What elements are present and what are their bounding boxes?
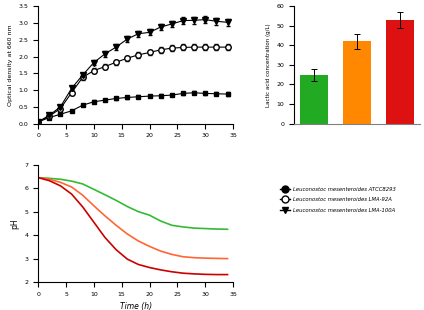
- Y-axis label: Optical density at 660 nm: Optical density at 660 nm: [8, 24, 13, 106]
- Bar: [386, 20, 414, 124]
- Y-axis label: pH: pH: [10, 218, 19, 229]
- Legend: Leuconostoc mesenteroides ATCC8293, Leuconostoc mesenteroides LMA-92A, Leuconost: Leuconostoc mesenteroides ATCC8293, Leuc…: [278, 185, 398, 215]
- Bar: [300, 75, 328, 124]
- Y-axis label: Lactic acid concentration (g/L): Lactic acid concentration (g/L): [266, 23, 271, 107]
- Bar: [343, 42, 371, 124]
- X-axis label: Time (h): Time (h): [120, 302, 152, 310]
